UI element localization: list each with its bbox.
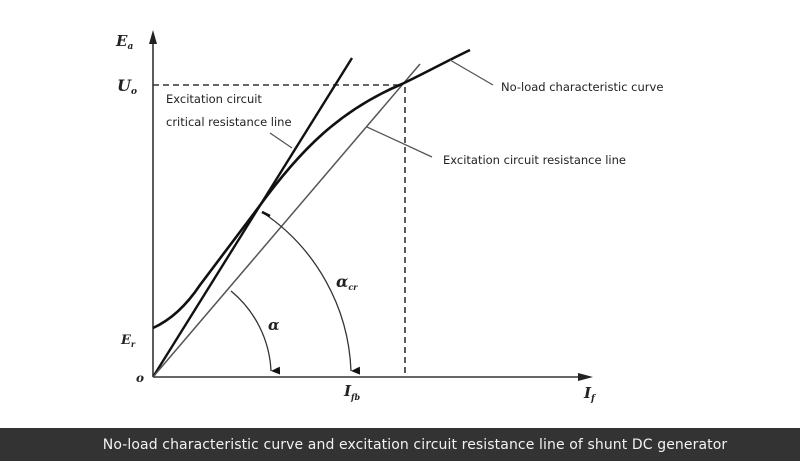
- y-axis-label: Ea: [115, 32, 133, 52]
- caption-bar: No-load characteristic curve and excitat…: [0, 428, 800, 461]
- er-label: Er: [120, 333, 136, 349]
- alpha-cr-arc-start-tick: [261, 210, 271, 218]
- alpha-label: α: [268, 316, 280, 334]
- alpha-cr-arc: [261, 211, 361, 375]
- y-axis-arrow-icon: [149, 30, 157, 44]
- critical-resistance-line: [151, 57, 354, 378]
- no-load-leader-line: [449, 59, 494, 86]
- excitation-resistance-line: [152, 63, 421, 378]
- no-load-curve-annotation: No-load characteristic curve: [501, 80, 663, 94]
- critical-line-leader: [269, 132, 293, 149]
- alpha-cr-label: αcr: [336, 272, 358, 292]
- x-axis-arrow-icon: [578, 373, 593, 381]
- no-load-characteristic-curve: [152, 48, 471, 330]
- u0-label: Uo: [117, 76, 137, 97]
- ifb-label: Ifb: [343, 382, 360, 402]
- x-axis-label: If: [583, 384, 597, 404]
- origin-label: o: [136, 371, 144, 385]
- critical-line-annotation-1: Excitation circuit: [166, 92, 262, 106]
- caption-text: No-load characteristic curve and excitat…: [102, 436, 728, 453]
- resistance-line-leader: [366, 126, 433, 158]
- diagram: Ea Uo Er o Ifb If α αcr No-load characte…: [115, 30, 663, 404]
- resistance-line-annotation: Excitation circuit resistance line: [443, 153, 626, 167]
- critical-line-annotation-2: critical resistance line: [166, 115, 292, 129]
- alpha-arc: [230, 290, 281, 375]
